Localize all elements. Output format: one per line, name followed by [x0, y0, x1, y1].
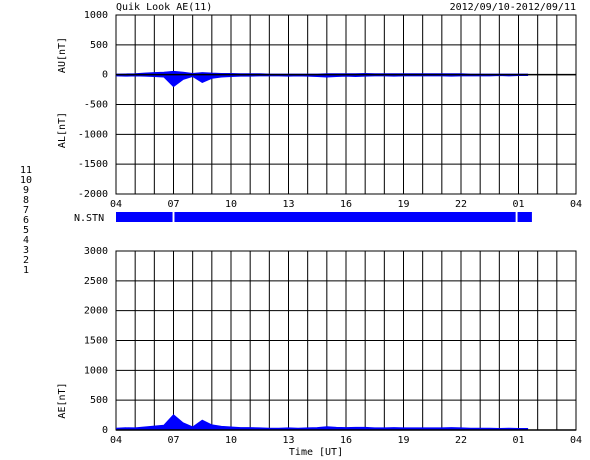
station-number: 9 — [23, 185, 29, 196]
y-tick-label: 1500 — [84, 336, 108, 347]
station-number: 11 — [20, 165, 32, 176]
station-bar — [174, 212, 516, 222]
x-axis-label: Time [UT] — [289, 447, 343, 458]
x-tick-label: 22 — [455, 199, 467, 210]
x-tick-label: 10 — [225, 435, 237, 446]
station-number: 7 — [23, 205, 29, 216]
station-number: 3 — [23, 245, 29, 256]
y-tick-label: -2000 — [78, 189, 108, 200]
x-tick-label: 13 — [282, 199, 294, 210]
y-tick-label: 2500 — [84, 276, 108, 287]
y-tick-label: -500 — [84, 100, 108, 111]
area-outline — [115, 414, 529, 430]
x-tick-label: 16 — [340, 199, 352, 210]
y-tick-label: 0 — [102, 425, 108, 436]
y-tick-label: 1000 — [84, 10, 108, 21]
area-outline — [115, 75, 529, 88]
y-tick-label: -1500 — [78, 159, 108, 170]
station-number: 2 — [23, 255, 29, 266]
x-tick-label: 07 — [167, 435, 179, 446]
station-bar — [116, 212, 173, 222]
y-axis-label: AL[nT] — [57, 112, 68, 148]
y-tick-label: 500 — [90, 40, 108, 51]
station-bar — [517, 212, 532, 222]
x-tick-label: 04 — [570, 435, 582, 446]
y-tick-label: 500 — [90, 395, 108, 406]
x-tick-label: 22 — [455, 435, 467, 446]
x-tick-label: 13 — [282, 435, 294, 446]
plot-frame — [115, 14, 577, 195]
x-tick-label: 10 — [225, 199, 237, 210]
x-tick-label: 04 — [110, 435, 122, 446]
y-tick-label: 3000 — [84, 246, 108, 257]
station-number: 4 — [23, 235, 29, 246]
y-tick-label: 1000 — [84, 365, 108, 376]
x-tick-label: 01 — [512, 199, 524, 210]
chart-title: Quik Look AE(11) — [116, 2, 212, 13]
y-tick-label: 2000 — [84, 306, 108, 317]
y-axis-label: AU[nT] — [57, 37, 68, 73]
x-tick-label: 16 — [340, 435, 352, 446]
x-tick-label: 19 — [397, 435, 409, 446]
x-tick-label: 04 — [110, 199, 122, 210]
n-stn-label: N.STN — [74, 213, 104, 224]
station-number: 8 — [23, 195, 29, 206]
date-range: 2012/09/10-2012/09/11 — [450, 2, 576, 13]
station-number: 6 — [23, 215, 29, 226]
x-tick-label: 01 — [512, 435, 524, 446]
station-number: 5 — [23, 225, 29, 236]
x-tick-label: 04 — [570, 199, 582, 210]
y-axis-label: AE[nT] — [57, 382, 68, 418]
station-number: 10 — [20, 175, 32, 186]
x-tick-label: 07 — [167, 199, 179, 210]
station-number: 1 — [23, 265, 29, 276]
y-tick-label: -1000 — [78, 129, 108, 140]
y-tick-label: 0 — [102, 70, 108, 81]
x-tick-label: 19 — [397, 199, 409, 210]
